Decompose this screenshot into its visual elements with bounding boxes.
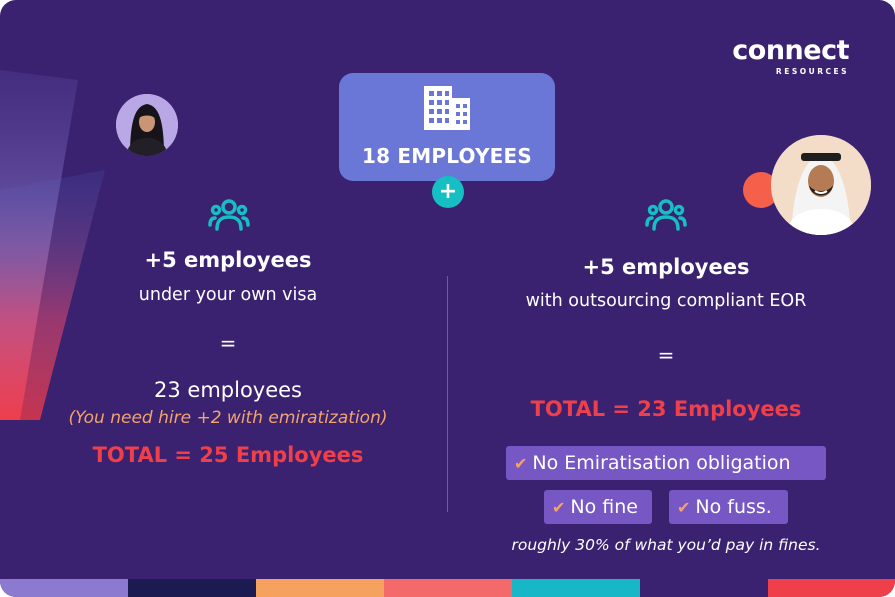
color-segment <box>256 579 384 597</box>
check-icon: ✔ <box>677 498 691 517</box>
people-icon <box>645 199 687 231</box>
right-footnote: roughly 30% of what you’d pay in fines. <box>511 536 821 554</box>
color-segment <box>0 579 128 597</box>
avatar-man <box>771 135 871 235</box>
brand-logo: connect RESOURCES <box>732 35 849 77</box>
left-equals: = <box>219 331 237 355</box>
right-headline: +5 employees <box>582 255 750 279</box>
left-headline: +5 employees <box>144 248 312 272</box>
left-subline: under your own visa <box>138 285 318 305</box>
plus-icon: + <box>432 176 464 208</box>
color-segment <box>640 579 768 597</box>
color-segment <box>384 579 512 597</box>
decorative-streaks <box>0 70 105 420</box>
tag-no-fuss: ✔ No fuss. <box>669 490 788 524</box>
check-icon: ✔ <box>514 454 528 473</box>
left-result: 23 employees <box>154 378 302 402</box>
color-segment <box>768 579 895 597</box>
left-emiratization-note: (You need hire +2 with emiratization) <box>68 408 388 428</box>
logo-word: connect <box>732 35 849 66</box>
right-total: TOTAL = 23 Employees <box>530 397 802 421</box>
avatar-woman <box>116 94 178 156</box>
tag-label: No Emiratisation obligation <box>532 452 791 474</box>
tag-no-fine: ✔ No fine <box>544 490 652 524</box>
right-subline: with outsourcing compliant EOR <box>525 291 807 311</box>
left-total: TOTAL = 25 Employees <box>92 443 364 467</box>
tag-no-emiratisation: ✔ No Emiratisation obligation <box>506 446 826 480</box>
woman-portrait <box>116 94 178 156</box>
base-employees-label: 18 EMPLOYEES <box>362 144 532 168</box>
check-icon: ✔ <box>552 498 566 517</box>
base-employees-box: 18 EMPLOYEES <box>339 73 555 181</box>
bottom-color-bar <box>0 579 895 597</box>
building-icon <box>424 86 470 130</box>
logo-subtitle: RESOURCES <box>775 67 849 76</box>
tag-label: No fuss. <box>695 496 772 518</box>
tag-label: No fine <box>570 496 638 518</box>
right-equals: = <box>657 343 675 367</box>
color-segment <box>128 579 256 597</box>
column-divider <box>447 276 448 512</box>
man-portrait <box>771 135 871 235</box>
people-icon <box>208 199 250 231</box>
color-segment <box>512 579 640 597</box>
